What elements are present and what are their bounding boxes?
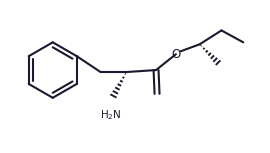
Text: O: O <box>171 48 181 61</box>
Text: H$_2$N: H$_2$N <box>100 108 121 121</box>
